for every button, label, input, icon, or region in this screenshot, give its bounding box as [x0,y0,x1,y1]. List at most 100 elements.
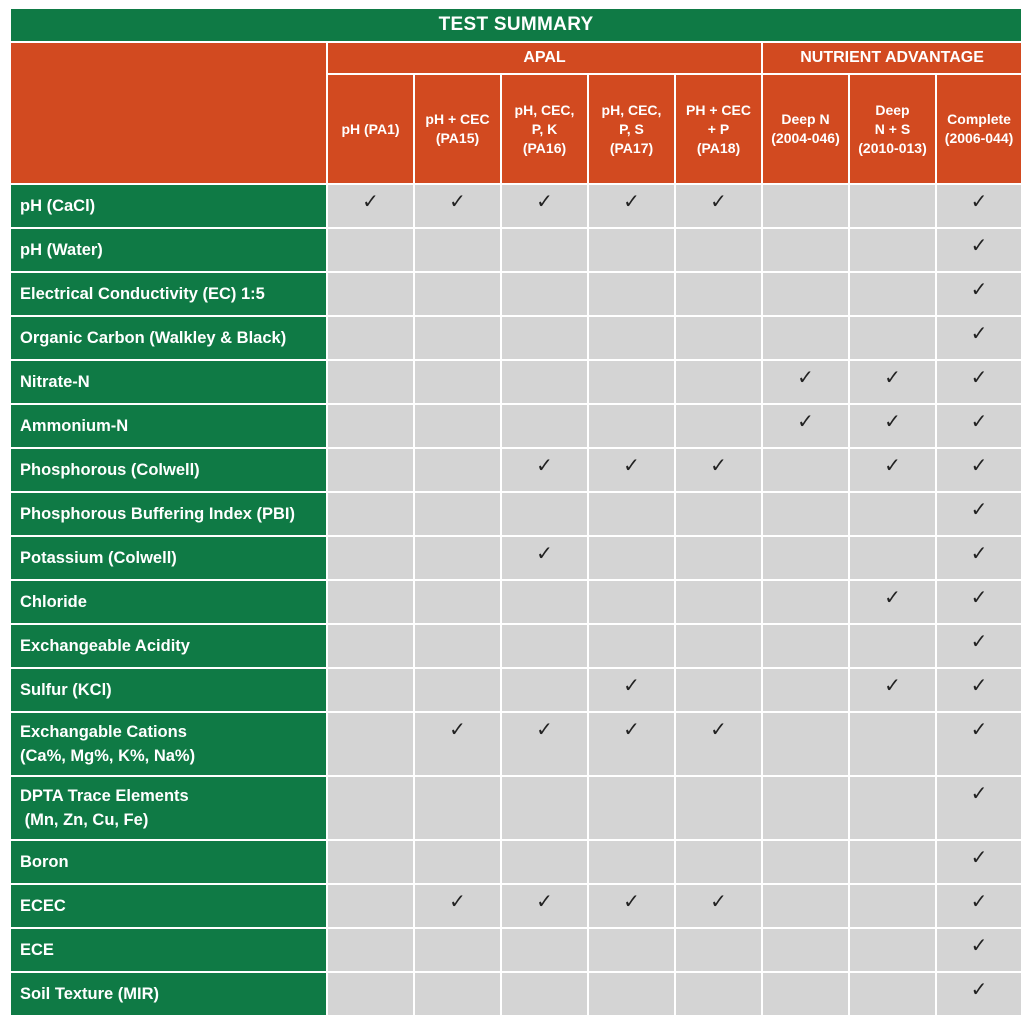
check-icon: ✓ [449,889,466,913]
table-cell [850,929,935,971]
table-cell: ✓ [502,713,587,775]
table-row: ECEC ✓ ✓ ✓ ✓ ✓ [11,885,1022,927]
table-cell: ✓ [937,929,1022,971]
row-label-text: ECEC [20,897,66,915]
column-header: pH, CEC, P, K (PA16) [502,75,587,183]
table-cell: ✓ [589,885,674,927]
table-cell [676,405,761,447]
table-row: Electrical Conductivity (EC) 1:5 ✓ [11,273,1022,315]
table-row: Soil Texture (MIR) ✓ [11,973,1022,1015]
table-cell [502,317,587,359]
table-cell [415,229,500,271]
check-icon: ✓ [884,409,901,433]
check-icon: ✓ [970,453,988,477]
row-label-text: Phosphorous Buffering Index (PBI) [20,505,295,523]
group-header-apal: APAL [328,43,761,73]
row-label: Phosphorous (Colwell) [11,449,326,491]
table-cell [850,885,935,927]
column-header-line: (PA15) [435,130,480,146]
table-cell: ✓ [850,405,935,447]
table-cell [763,537,848,579]
table-cell [850,841,935,883]
table-cell [415,449,500,491]
table-row: Chloride ✓ ✓ [11,581,1022,623]
table-cell [676,973,761,1015]
row-label: Potassium (Colwell) [11,537,326,579]
table-cell [589,229,674,271]
check-icon: ✓ [970,585,988,609]
table-cell [328,537,413,579]
check-icon: ✓ [710,189,727,213]
table-row: pH (CaCl) ✓ ✓ ✓ ✓ ✓ ✓ [11,185,1022,227]
table-row: Potassium (Colwell) ✓ ✓ [11,537,1022,579]
table-cell [763,885,848,927]
row-label: Exchangeable Acidity [11,625,326,667]
table-row: Nitrate-N ✓ ✓ ✓ [11,361,1022,403]
check-icon: ✓ [884,453,901,477]
check-icon: ✓ [884,365,901,389]
table-cell: ✓ [763,405,848,447]
check-icon: ✓ [970,365,988,389]
column-header-line: pH, CEC, [514,101,575,118]
row-label: Nitrate-N [11,361,326,403]
column-header-line: (PA16) [522,139,567,156]
table-cell [415,361,500,403]
check-icon: ✓ [970,629,988,653]
check-icon: ✓ [536,189,553,213]
row-label-text: Chloride [20,593,87,611]
table-cell: ✓ [676,713,761,775]
table-cell: ✓ [589,185,674,227]
table-cell: ✓ [589,669,674,711]
check-icon: ✓ [797,409,814,433]
table-cell [502,973,587,1015]
header-corner [11,43,326,183]
column-header-line: (PA18) [696,139,741,156]
column-header-line: Complete [947,111,1011,127]
table-cell: ✓ [937,229,1022,271]
table-cell: ✓ [763,361,848,403]
table-cell [763,625,848,667]
row-label: Phosphorous Buffering Index (PBI) [11,493,326,535]
column-header: pH, CEC, P, S (PA17) [589,75,674,183]
column-header-line: (PA17) [609,139,654,156]
table-cell [763,317,848,359]
table-cell [502,405,587,447]
table-cell [328,361,413,403]
check-icon: ✓ [623,889,640,913]
table-cell [676,581,761,623]
table-cell [763,929,848,971]
table-cell: ✓ [589,713,674,775]
table-cell [676,317,761,359]
table-cell [850,317,935,359]
table-cell [502,625,587,667]
row-label: ECE [11,929,326,971]
table-row: Organic Carbon (Walkley & Black) ✓ [11,317,1022,359]
table-cell [328,317,413,359]
check-icon: ✓ [970,781,988,805]
table-cell [328,273,413,315]
table-row: Ammonium-N ✓ ✓ ✓ [11,405,1022,447]
row-label: ECEC [11,885,326,927]
column-header-line: pH (PA1) [341,120,400,137]
row-label: DPTA Trace Elements (Mn, Zn, Cu, Fe) [11,777,326,839]
table-cell [589,493,674,535]
check-icon: ✓ [970,541,988,565]
row-label-text: Potassium (Colwell) [20,549,177,567]
table-cell: ✓ [328,185,413,227]
check-icon: ✓ [623,673,640,697]
check-icon: ✓ [970,717,988,741]
table-cell [502,581,587,623]
table-cell [763,273,848,315]
table-cell: ✓ [937,841,1022,883]
table-cell [415,317,500,359]
table-cell [676,273,761,315]
check-icon: ✓ [536,717,553,741]
table-cell [328,973,413,1015]
table-cell: ✓ [676,185,761,227]
table-cell [850,229,935,271]
table-cell [589,537,674,579]
table-cell [850,273,935,315]
row-label-text: Ammonium-N [20,417,129,435]
table-cell [502,229,587,271]
check-icon: ✓ [970,409,988,433]
